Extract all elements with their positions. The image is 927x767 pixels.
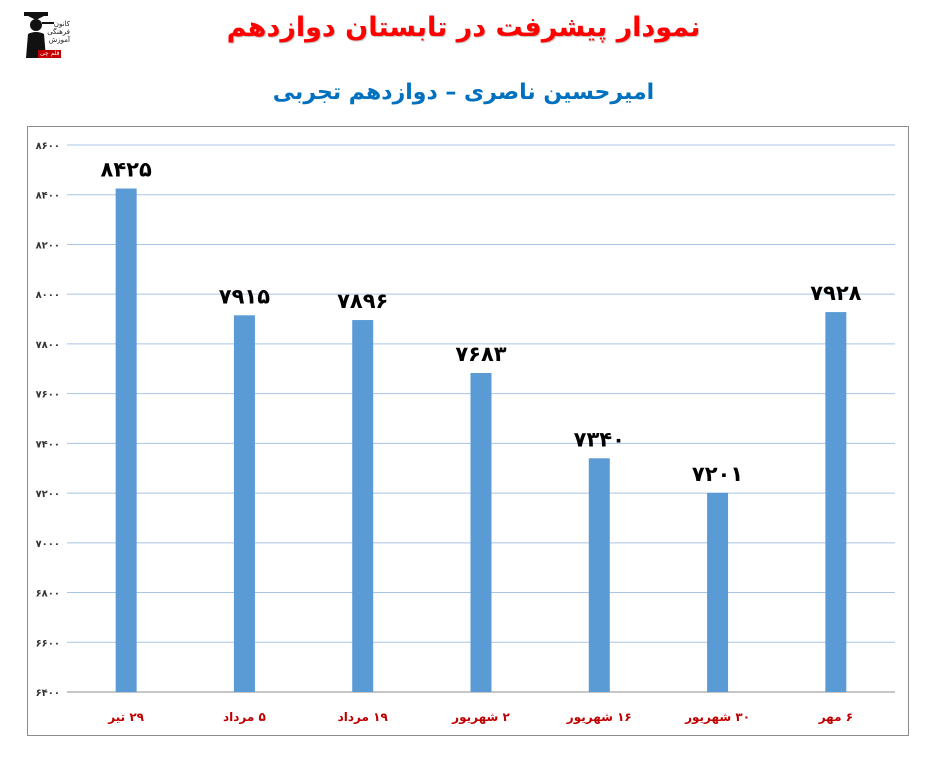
x-category-label: ۲۹ تیر (107, 710, 144, 724)
y-tick-label: ۸۶۰۰ (36, 141, 60, 152)
x-category-label: ۲ شهریور (451, 710, 510, 725)
y-tick-label: ۷۰۰۰ (36, 539, 60, 550)
page-title: نمودار پیشرفت در تابستان دوازدهم (226, 12, 701, 43)
logo-text: کانون فرهنگی آموزش (47, 20, 70, 44)
bar (707, 492, 729, 692)
x-category-label: ۳۰ شهریور (684, 710, 750, 725)
bar-value-label: ۷۹۲۸ (810, 281, 861, 305)
chart-frame (27, 126, 909, 736)
y-tick-label: ۷۸۰۰ (36, 340, 60, 351)
x-category-label: ۵ مرداد (223, 710, 266, 724)
bar-value-label: ۸۴۲۵ (101, 158, 152, 182)
logo-tag: قلم چی (38, 50, 62, 58)
y-tick-label: ۶۴۰۰ (36, 688, 60, 699)
bar-value-label: ۷۸۹۶ (337, 289, 388, 313)
y-tick-label: ۸۲۰۰ (36, 240, 60, 251)
bar-value-label: ۷۳۴۰ (574, 427, 625, 451)
bar-value-label: ۷۹۱۵ (219, 284, 270, 308)
x-category-label: ۶ مهر (818, 710, 853, 724)
x-category-label: ۱۹ مرداد (338, 710, 389, 724)
y-tick-label: ۷۴۰۰ (36, 439, 60, 450)
bar-value-label: ۷۲۰۱ (692, 462, 743, 486)
bar (825, 312, 847, 692)
y-tick-label: ۶۶۰۰ (36, 638, 60, 649)
y-tick-label: ۷۲۰۰ (36, 489, 60, 500)
y-tick-label: ۸۰۰۰ (36, 290, 60, 301)
x-category-label: ۱۶ شهریور (566, 710, 632, 725)
bar (115, 188, 137, 693)
bar-value-label: ۷۶۸۳ (455, 342, 506, 366)
bar (470, 372, 492, 692)
bar (233, 315, 255, 692)
y-tick-label: ۷۶۰۰ (36, 390, 60, 401)
bar (588, 458, 610, 692)
bar (352, 320, 374, 692)
y-tick-label: ۶۸۰۰ (36, 589, 60, 600)
page-subtitle: امیرحسین ناصری – دوازدهم تجربی (272, 80, 655, 105)
y-tick-label: ۸۴۰۰ (36, 191, 60, 202)
